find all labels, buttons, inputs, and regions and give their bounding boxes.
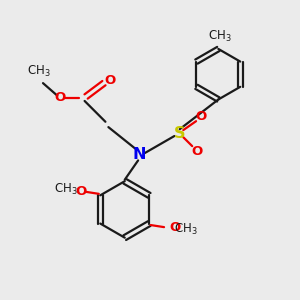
Text: O: O [195, 110, 206, 123]
Text: CH$_3$: CH$_3$ [174, 222, 198, 237]
Text: N: N [133, 147, 146, 162]
Text: O: O [75, 185, 87, 198]
Text: O: O [169, 220, 180, 234]
Text: CH$_3$: CH$_3$ [54, 182, 78, 197]
Text: O: O [55, 92, 66, 104]
Text: S: S [174, 126, 185, 141]
Text: O: O [104, 74, 116, 87]
Text: CH$_3$: CH$_3$ [208, 28, 232, 44]
Text: O: O [191, 145, 202, 158]
Text: CH$_3$: CH$_3$ [27, 64, 50, 79]
